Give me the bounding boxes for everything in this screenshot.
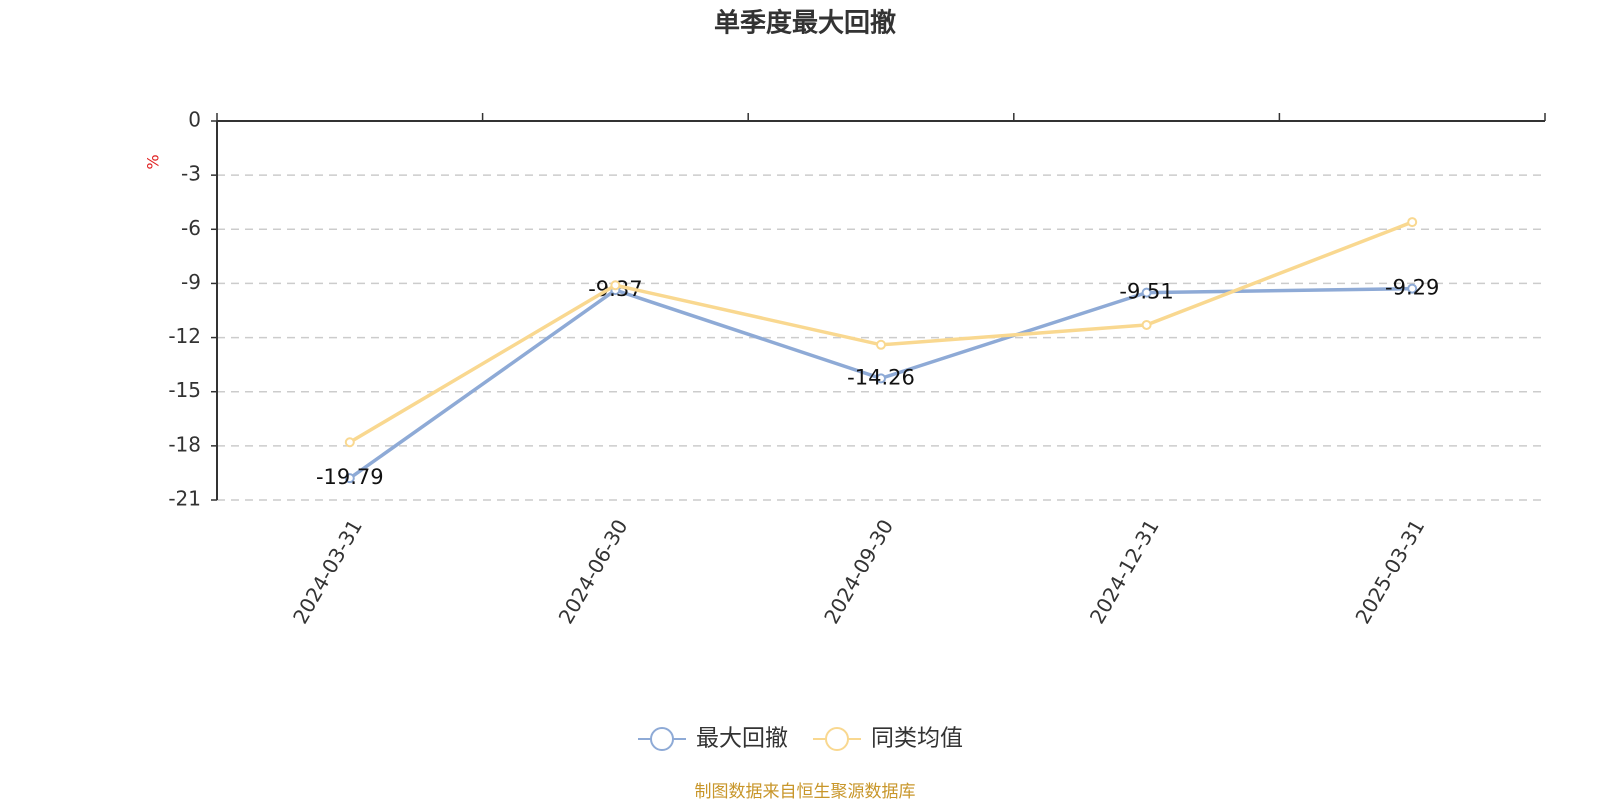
point [1141, 287, 1152, 298]
data-label: -9.29 [1385, 276, 1439, 300]
series-line [348, 220, 1413, 444]
y-tick-label: -18 [168, 432, 201, 456]
source-note: 制图数据来自恒生聚源数据库 [695, 782, 916, 800]
chart-title: 单季度最大回撤 [714, 8, 896, 39]
data-label: -14.26 [847, 365, 915, 389]
point [1407, 283, 1418, 294]
y-axis-label: % [144, 154, 163, 169]
y-tick-label: -12 [168, 324, 201, 348]
legend-label: 同类均值 [871, 726, 963, 752]
y-tick-label: 0 [188, 108, 201, 132]
y-tick-label: -15 [168, 378, 201, 402]
x-tick-label: 2024-06-30 [554, 515, 633, 628]
data-label: -19.79 [316, 465, 384, 489]
point [344, 473, 355, 484]
point [1141, 319, 1152, 330]
x-tick-label: 2024-09-30 [819, 515, 898, 628]
y-tick-label: -21 [168, 487, 201, 511]
legend-marker [650, 727, 674, 751]
point [1407, 217, 1418, 228]
y-tick-label: -9 [181, 270, 201, 294]
x-tick-label: 2024-03-31 [288, 515, 367, 628]
point [344, 437, 355, 448]
x-tick-label: 2024-12-31 [1085, 515, 1164, 628]
legend-marker [825, 727, 849, 751]
point [610, 280, 621, 291]
data-label: -9.51 [1119, 280, 1173, 304]
point [876, 373, 886, 384]
y-tick-label: -6 [181, 216, 201, 240]
x-tick-label: 2025-03-31 [1350, 515, 1429, 628]
point [876, 339, 886, 350]
legend-label: 最大回撤 [696, 726, 788, 752]
y-tick-label: -3 [181, 162, 201, 186]
